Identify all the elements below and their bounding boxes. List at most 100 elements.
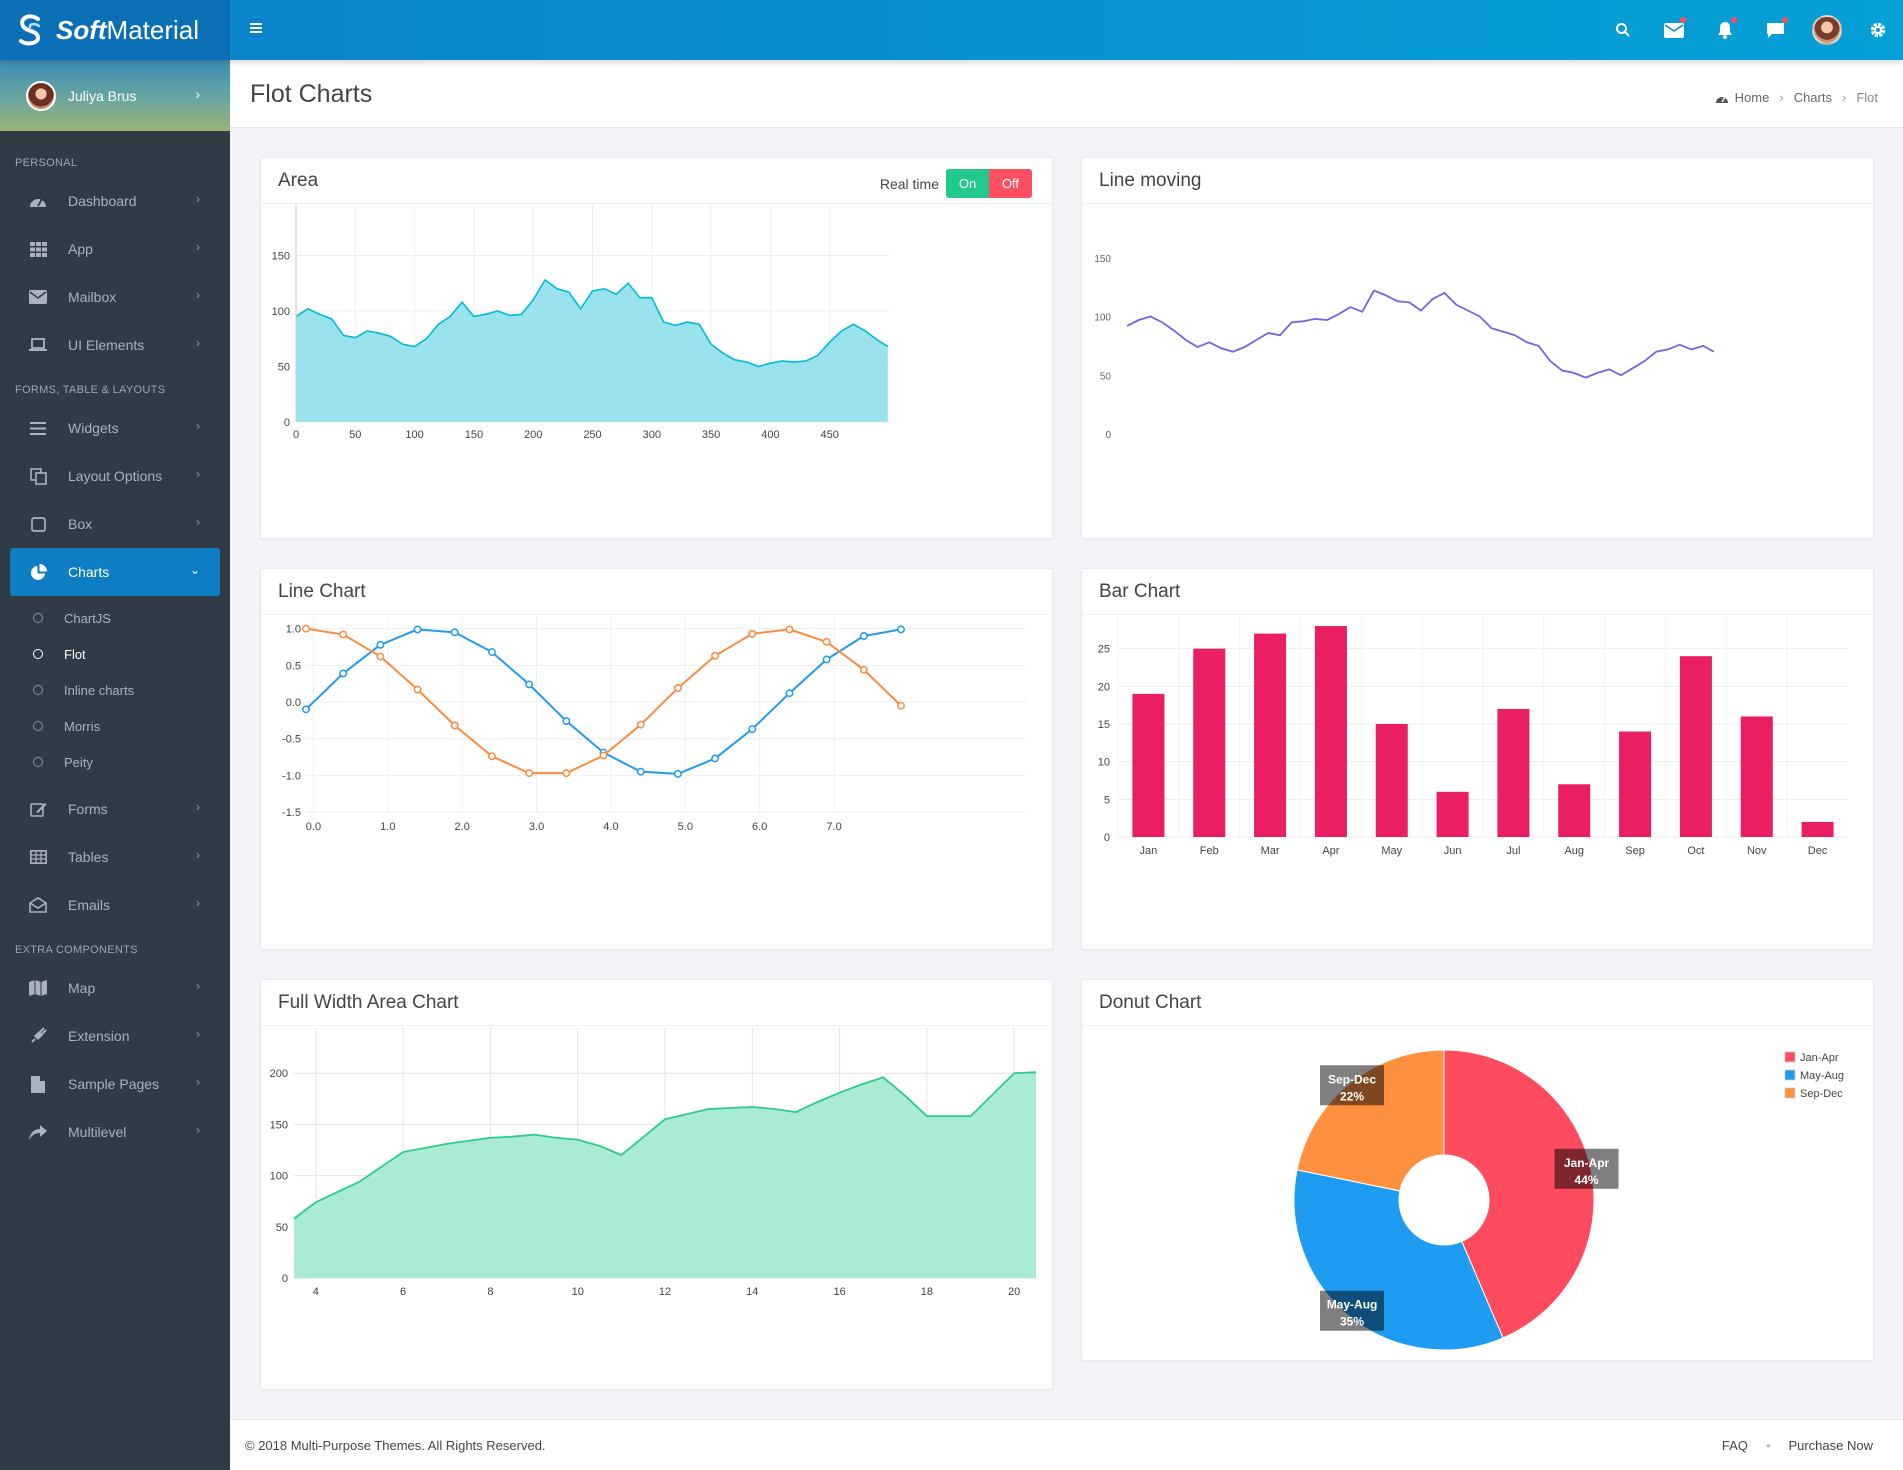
user-name: Juliya Brus <box>68 87 137 104</box>
x-tick-label: 20 <box>1008 1286 1020 1298</box>
chat-button[interactable] <box>1750 0 1801 60</box>
breadcrumb-home[interactable]: Home <box>1734 90 1770 105</box>
sidebar-item-layout-options[interactable]: Layout Options › <box>0 452 230 500</box>
moving-series-line <box>1126 289 1715 379</box>
circle-icon <box>33 685 43 695</box>
sidebar-item-charts[interactable]: Charts ⌄ <box>10 548 220 596</box>
laptop-icon <box>28 335 48 355</box>
edit-icon <box>28 799 48 819</box>
sidebar-item-label: Box <box>68 516 93 532</box>
sidebar-subitem-label: Peity <box>64 754 93 770</box>
line-chart-card: Line Chart -1.5-1.0-0.50.00.51.01.50.01.… <box>260 568 1053 950</box>
sidebar-item-map[interactable]: Map › <box>0 964 230 1012</box>
y-tick-label: 0.5 <box>286 660 301 672</box>
sidebar-item-multilevel[interactable]: Multilevel › <box>0 1108 230 1156</box>
data-point-cos <box>859 665 868 674</box>
data-point-sin <box>673 769 682 778</box>
messages-button[interactable] <box>1648 0 1699 60</box>
sidebar-item-app[interactable]: App › <box>0 225 230 273</box>
legend-label: Sep-Dec <box>1800 1088 1843 1100</box>
bar <box>1436 791 1469 837</box>
y-tick-label: 0 <box>1104 832 1110 844</box>
chevron-down-icon: ⌄ <box>189 563 200 577</box>
area-series-line <box>293 1071 1037 1220</box>
sidebar-item-box[interactable]: Box › <box>0 500 230 548</box>
sidebar-subitem-label: Inline charts <box>64 682 135 698</box>
nav-header-forms: FORMS, TABLE & LAYOUTS <box>15 384 166 396</box>
data-point-cos <box>897 701 905 710</box>
logo-icon <box>19 14 41 46</box>
chevron-right-icon: › <box>196 1075 200 1089</box>
file-icon <box>28 1074 48 1094</box>
x-tick-label: Mar <box>1261 845 1280 857</box>
data-point-cos <box>487 752 496 761</box>
sidebar-subitem-inline-charts[interactable]: Inline charts <box>0 672 230 708</box>
bar <box>1740 716 1773 837</box>
data-point-cos <box>525 769 534 778</box>
bar <box>1679 656 1712 837</box>
sidebar-subitem-flot[interactable]: Flot <box>0 636 230 672</box>
chevron-right-icon: › <box>196 1123 200 1137</box>
sidebar-subitem-chartjs[interactable]: ChartJS <box>0 600 230 636</box>
sidebar-item-tables[interactable]: Tables › <box>0 833 230 881</box>
data-point-sin <box>450 628 459 637</box>
user-panel[interactable]: Juliya Brus › <box>0 60 230 131</box>
full-width-area-chart: 0 50 100 150 200 250 4 6 8 10 12 14 16 18 20 <box>270 1027 1037 1298</box>
bar <box>1193 648 1226 837</box>
search-button[interactable] <box>1597 0 1648 60</box>
x-tick-label: Aug <box>1564 845 1584 857</box>
notifications-button[interactable] <box>1699 0 1750 60</box>
sidebar-subitem-peity[interactable]: Peity <box>0 744 230 780</box>
sidebar-item-emails[interactable]: Emails › <box>0 881 230 929</box>
page-title: Flot Charts <box>250 80 373 108</box>
x-tick-label: 350 <box>702 429 720 441</box>
sidebar-item-extension[interactable]: Extension › <box>0 1012 230 1060</box>
x-tick-label: 4 <box>313 1286 319 1298</box>
bar-chart: 0 5 10 15 20 25 30 Jan Feb Mar Apr May Jun Jul Aug Sep O… <box>1098 616 1848 857</box>
circle-icon <box>33 721 43 731</box>
purchase-link[interactable]: Purchase Now <box>1788 1438 1873 1453</box>
y-tick-label: 0 <box>282 1273 288 1285</box>
data-point-sin <box>636 767 645 776</box>
sidebar-item-label: Map <box>68 980 96 996</box>
logo[interactable]: SoftMaterial <box>0 0 230 60</box>
circle-icon <box>33 649 43 659</box>
faq-link[interactable]: FAQ <box>1721 1438 1748 1453</box>
sidebar-item-dashboard[interactable]: Dashboard › <box>0 177 230 225</box>
y-tick-label: 20 <box>1098 681 1110 693</box>
data-point-sin <box>302 705 310 714</box>
slice-label-name: Jan-Apr <box>1564 1156 1610 1170</box>
y-tick-label: 100 <box>270 1171 288 1183</box>
sidebar-subitem-label: Morris <box>64 718 101 734</box>
user-menu-button[interactable] <box>1801 0 1852 60</box>
envelope-open-icon <box>28 895 48 915</box>
sidebar-item-mailbox[interactable]: Mailbox › <box>0 273 230 321</box>
x-tick-label: 300 <box>643 429 661 441</box>
table-icon <box>28 847 48 867</box>
sidebar-item-sample-pages[interactable]: Sample Pages › <box>0 1060 230 1108</box>
x-tick-label: 0.0 <box>306 821 321 833</box>
settings-button[interactable] <box>1852 0 1903 60</box>
x-tick-label: 7.0 <box>826 821 841 833</box>
notification-dot <box>1680 17 1686 23</box>
notification-dot <box>1782 17 1788 23</box>
menu-toggle-icon[interactable] <box>248 20 264 36</box>
sidebar-item-forms[interactable]: Forms › <box>0 785 230 833</box>
sidebar-item-widgets[interactable]: Widgets › <box>0 404 230 452</box>
x-tick-label: 150 <box>465 429 483 441</box>
bars-icon <box>28 418 48 438</box>
x-tick-label: Jun <box>1444 845 1462 857</box>
breadcrumb-charts[interactable]: Charts <box>1793 90 1832 105</box>
sidebar-subitem-morris[interactable]: Morris <box>0 708 230 744</box>
realtime-on-button[interactable]: On <box>946 169 989 198</box>
data-point-cos <box>673 684 682 693</box>
sidebar-item-ui-elements[interactable]: UI Elements › <box>0 321 230 369</box>
avatar <box>1811 15 1842 45</box>
top-navbar: SoftMaterial <box>0 0 1903 60</box>
x-tick-label: Apr <box>1322 845 1339 857</box>
square-icon <box>28 514 48 534</box>
realtime-toggle: Real time On Off <box>880 169 1032 198</box>
realtime-off-button[interactable]: Off <box>989 169 1032 198</box>
notification-dot <box>1731 17 1737 23</box>
x-tick-label: Oct <box>1687 845 1704 857</box>
